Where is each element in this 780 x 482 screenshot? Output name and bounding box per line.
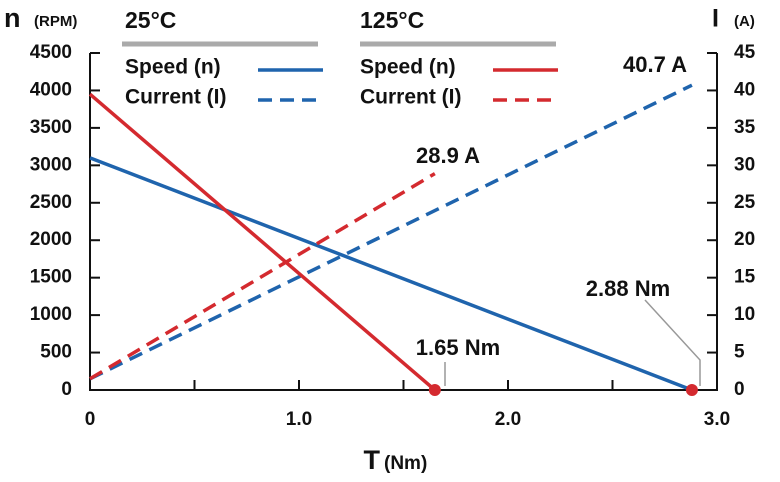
y2-tick-label: 40 [734,79,755,100]
y2-axis-label: I [712,5,719,33]
y-tick-label: 4000 [30,79,72,100]
legend-group: 125°C [360,7,424,33]
x-tick-label: 0 [85,409,96,430]
y-tick-label: 3000 [30,154,72,175]
y2-tick-label: 45 [734,42,756,63]
y2-tick-label: 10 [734,304,755,325]
y-tick-label: 0 [61,379,72,400]
annotation: 2.88 Nm [586,276,670,301]
y2-tick-label: 25 [734,192,756,213]
y2-tick-label: 20 [734,229,755,250]
legend-label: Speed (n) [360,56,456,79]
legend-group: 25°C [125,7,176,33]
leader-line [644,299,701,386]
x-axis-unit: (Nm) [384,453,427,474]
y2-tick-label: 15 [734,267,756,288]
x-tick-label: 1.0 [286,409,312,430]
y2-tick-label: 30 [734,154,755,175]
series-line [89,156,693,392]
y-axis-label: n [4,3,21,33]
y-tick-label: 4500 [30,42,72,63]
stall-marker [685,384,698,396]
y-tick-label: 2500 [30,192,72,213]
y2-tick-label: 5 [734,342,745,363]
series-line [88,92,436,392]
x-tick-label: 3.0 [704,409,730,430]
annotation: 1.65 Nm [416,335,500,360]
y2-tick-label: 35 [734,117,756,138]
y-tick-label: 1500 [30,267,72,288]
series-line [89,172,436,381]
x-tick-label: 2.0 [495,409,521,430]
legend-label: Current (I) [125,86,227,109]
y-tick-label: 1000 [30,304,72,325]
legend-label: Current (I) [360,86,462,109]
annotation: 28.9 A [416,143,480,168]
stall-marker [428,384,441,396]
y-tick-label: 2000 [30,229,72,250]
annotation: 40.7 A [623,52,687,77]
y2-axis-unit: (A) [734,13,755,30]
y-tick-label: 3500 [30,117,72,138]
legend-label: Speed (n) [125,56,221,79]
y2-tick-label: 0 [734,379,745,400]
series-line [89,83,693,381]
y-tick-label: 500 [40,342,72,363]
y-axis-unit: (RPM) [34,13,77,30]
x-axis-label: T [364,445,381,475]
